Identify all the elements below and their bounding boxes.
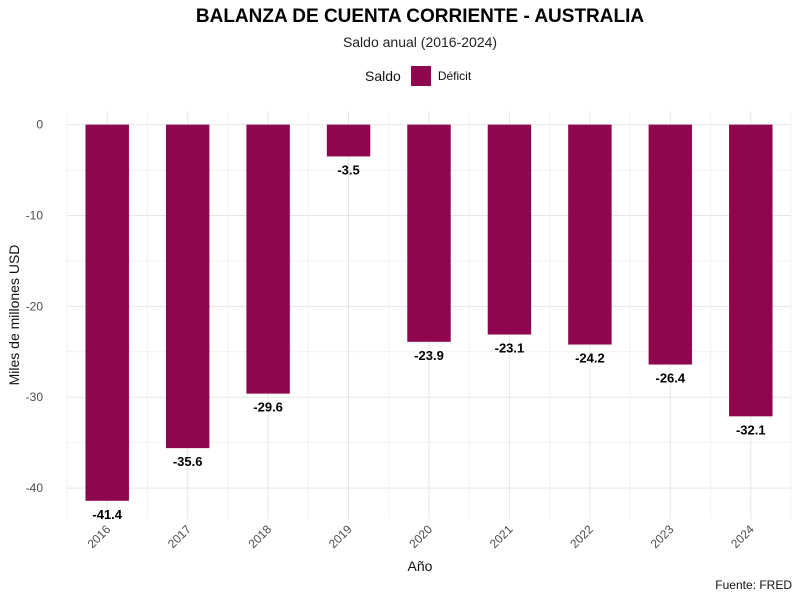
x-tick-label: 2017: [165, 522, 194, 551]
chart-title: BALANZA DE CUENTA CORRIENTE - AUSTRALIA: [195, 6, 645, 27]
legend-label-deficit: Déficit: [437, 69, 472, 83]
bar-value-label: -29.6: [253, 400, 283, 415]
y-axis-ticks: 0 -10 -20 -30 -40: [26, 118, 44, 495]
bar-value-label: -35.6: [173, 454, 203, 469]
chart-subtitle: Saldo anual (2016-2024): [342, 34, 498, 50]
bar-value-label: -24.2: [575, 351, 605, 366]
bar-value-label: -23.1: [495, 341, 525, 356]
bar-2018: [246, 124, 290, 394]
legend: Saldo Déficit: [365, 64, 471, 88]
legend-title: Saldo: [365, 68, 401, 84]
y-tick-label: 0: [36, 118, 43, 132]
bar-2019: [326, 124, 371, 157]
legend-key-deficit: [410, 66, 431, 86]
x-axis-ticks: 2016 2017 2018 2019 2020 2021 2022 2023 2024: [85, 522, 758, 551]
x-tick-label: 2021: [487, 522, 516, 551]
y-tick-label: -40: [26, 481, 44, 495]
x-tick-label: 2018: [245, 522, 274, 551]
bars: [85, 124, 773, 501]
x-tick-label: 2022: [567, 522, 596, 551]
y-axis-title: Miles de millones USD: [6, 245, 22, 386]
y-tick-label: -30: [26, 390, 44, 404]
bar-2022: [568, 124, 612, 345]
bar-value-label: -3.5: [337, 162, 359, 177]
bar-2017: [165, 124, 210, 449]
bar-value-label: -41.4: [92, 507, 122, 522]
bar-labels: -41.4 -35.6 -29.6 -3.5 -23.9 -23.1 -24.2 -26.4 -…: [92, 162, 765, 521]
x-tick-label: 2024: [728, 522, 757, 551]
x-axis-title: Año: [408, 558, 433, 574]
bar-2023: [648, 124, 693, 365]
bar-2020: [407, 124, 451, 342]
x-tick-label: 2020: [406, 522, 435, 551]
x-tick-label: 2023: [648, 522, 677, 551]
y-tick-label: -20: [26, 299, 44, 313]
bar-value-label: -26.4: [656, 371, 686, 386]
x-tick-label: 2019: [326, 522, 355, 551]
source-caption: Fuente: FRED: [715, 578, 792, 592]
bar-2021: [487, 124, 532, 335]
bar-2024: [729, 124, 773, 417]
bar-value-label: -23.9: [414, 348, 444, 363]
y-tick-label: -10: [26, 208, 44, 222]
bar-2016: [85, 124, 129, 501]
x-tick-label: 2016: [85, 522, 114, 551]
bar-value-label: -32.1: [736, 422, 766, 437]
